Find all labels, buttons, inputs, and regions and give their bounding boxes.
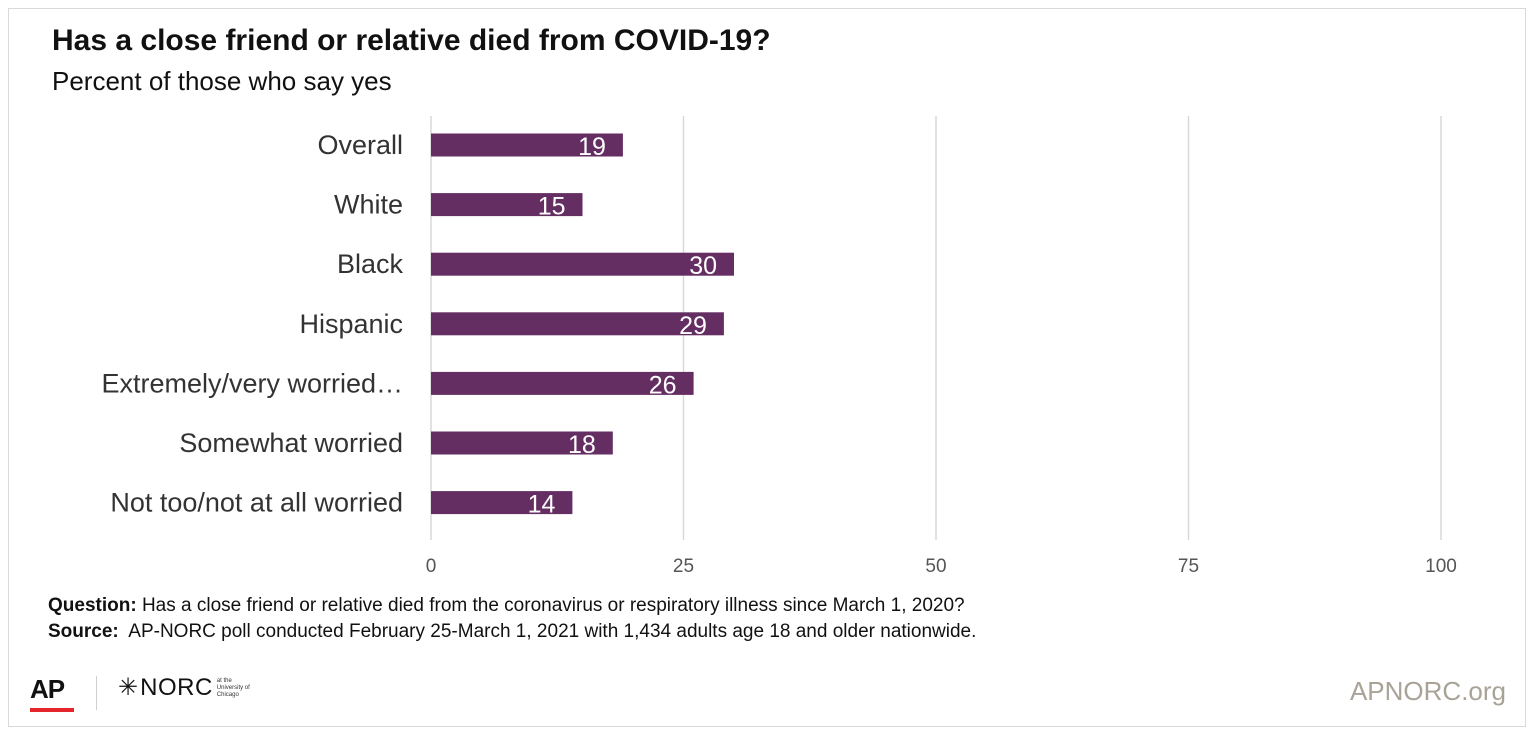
bar [431,133,623,157]
bar-value-label: 30 [689,252,717,280]
source-text: AP-NORC poll conducted February 25-March… [128,621,977,642]
question-label: Question: [48,595,137,616]
logo-divider [96,676,97,710]
bar [431,431,613,455]
ap-logo: AP [30,674,65,704]
category-label: Extremely/very worried… [101,368,403,398]
x-tick-label: 50 [925,556,946,577]
question-note: Question: Has a close friend or relative… [48,593,976,619]
bar-value-label: 19 [578,133,606,161]
x-tick-label: 100 [1425,556,1457,577]
category-label: Somewhat worried [179,428,403,458]
source-label: Source: [48,621,119,642]
category-label: Overall [317,130,403,160]
bar [431,491,573,515]
bar [431,371,694,395]
category-label: Black [337,249,404,279]
category-label: White [334,190,403,220]
bar-value-label: 29 [679,312,707,340]
bar-value-label: 15 [538,193,566,221]
norc-logo: ✳ NORC at the University of Chicago [118,676,257,700]
norc-logo-subtext: at the University of Chicago [216,677,250,698]
bar-value-label: 14 [528,491,556,519]
source-note: Source: AP-NORC poll conducted February … [48,619,976,645]
chart-notes: Question: Has a close friend or relative… [48,593,976,645]
x-tick-label: 25 [673,556,694,577]
chart-subtitle: Percent of those who say yes [52,66,392,96]
ap-logo-underline [30,708,74,712]
chart-title: Has a close friend or relative died from… [52,24,771,57]
norc-star-icon: ✳ [118,674,139,701]
x-tick-label: 0 [426,556,437,577]
bar-value-label: 26 [649,371,677,399]
norc-logo-text: NORC [140,674,213,701]
bar-value-label: 18 [568,431,596,459]
category-label: Not too/not at all worried [110,488,403,518]
bar [431,312,724,336]
x-tick-label: 75 [1178,556,1199,577]
chart-frame [8,8,1526,727]
category-label: Hispanic [299,309,403,339]
bar [431,193,583,217]
bar [431,252,734,276]
site-link[interactable]: APNORC.org [1349,676,1506,706]
question-text: Has a close friend or relative died from… [141,595,965,616]
